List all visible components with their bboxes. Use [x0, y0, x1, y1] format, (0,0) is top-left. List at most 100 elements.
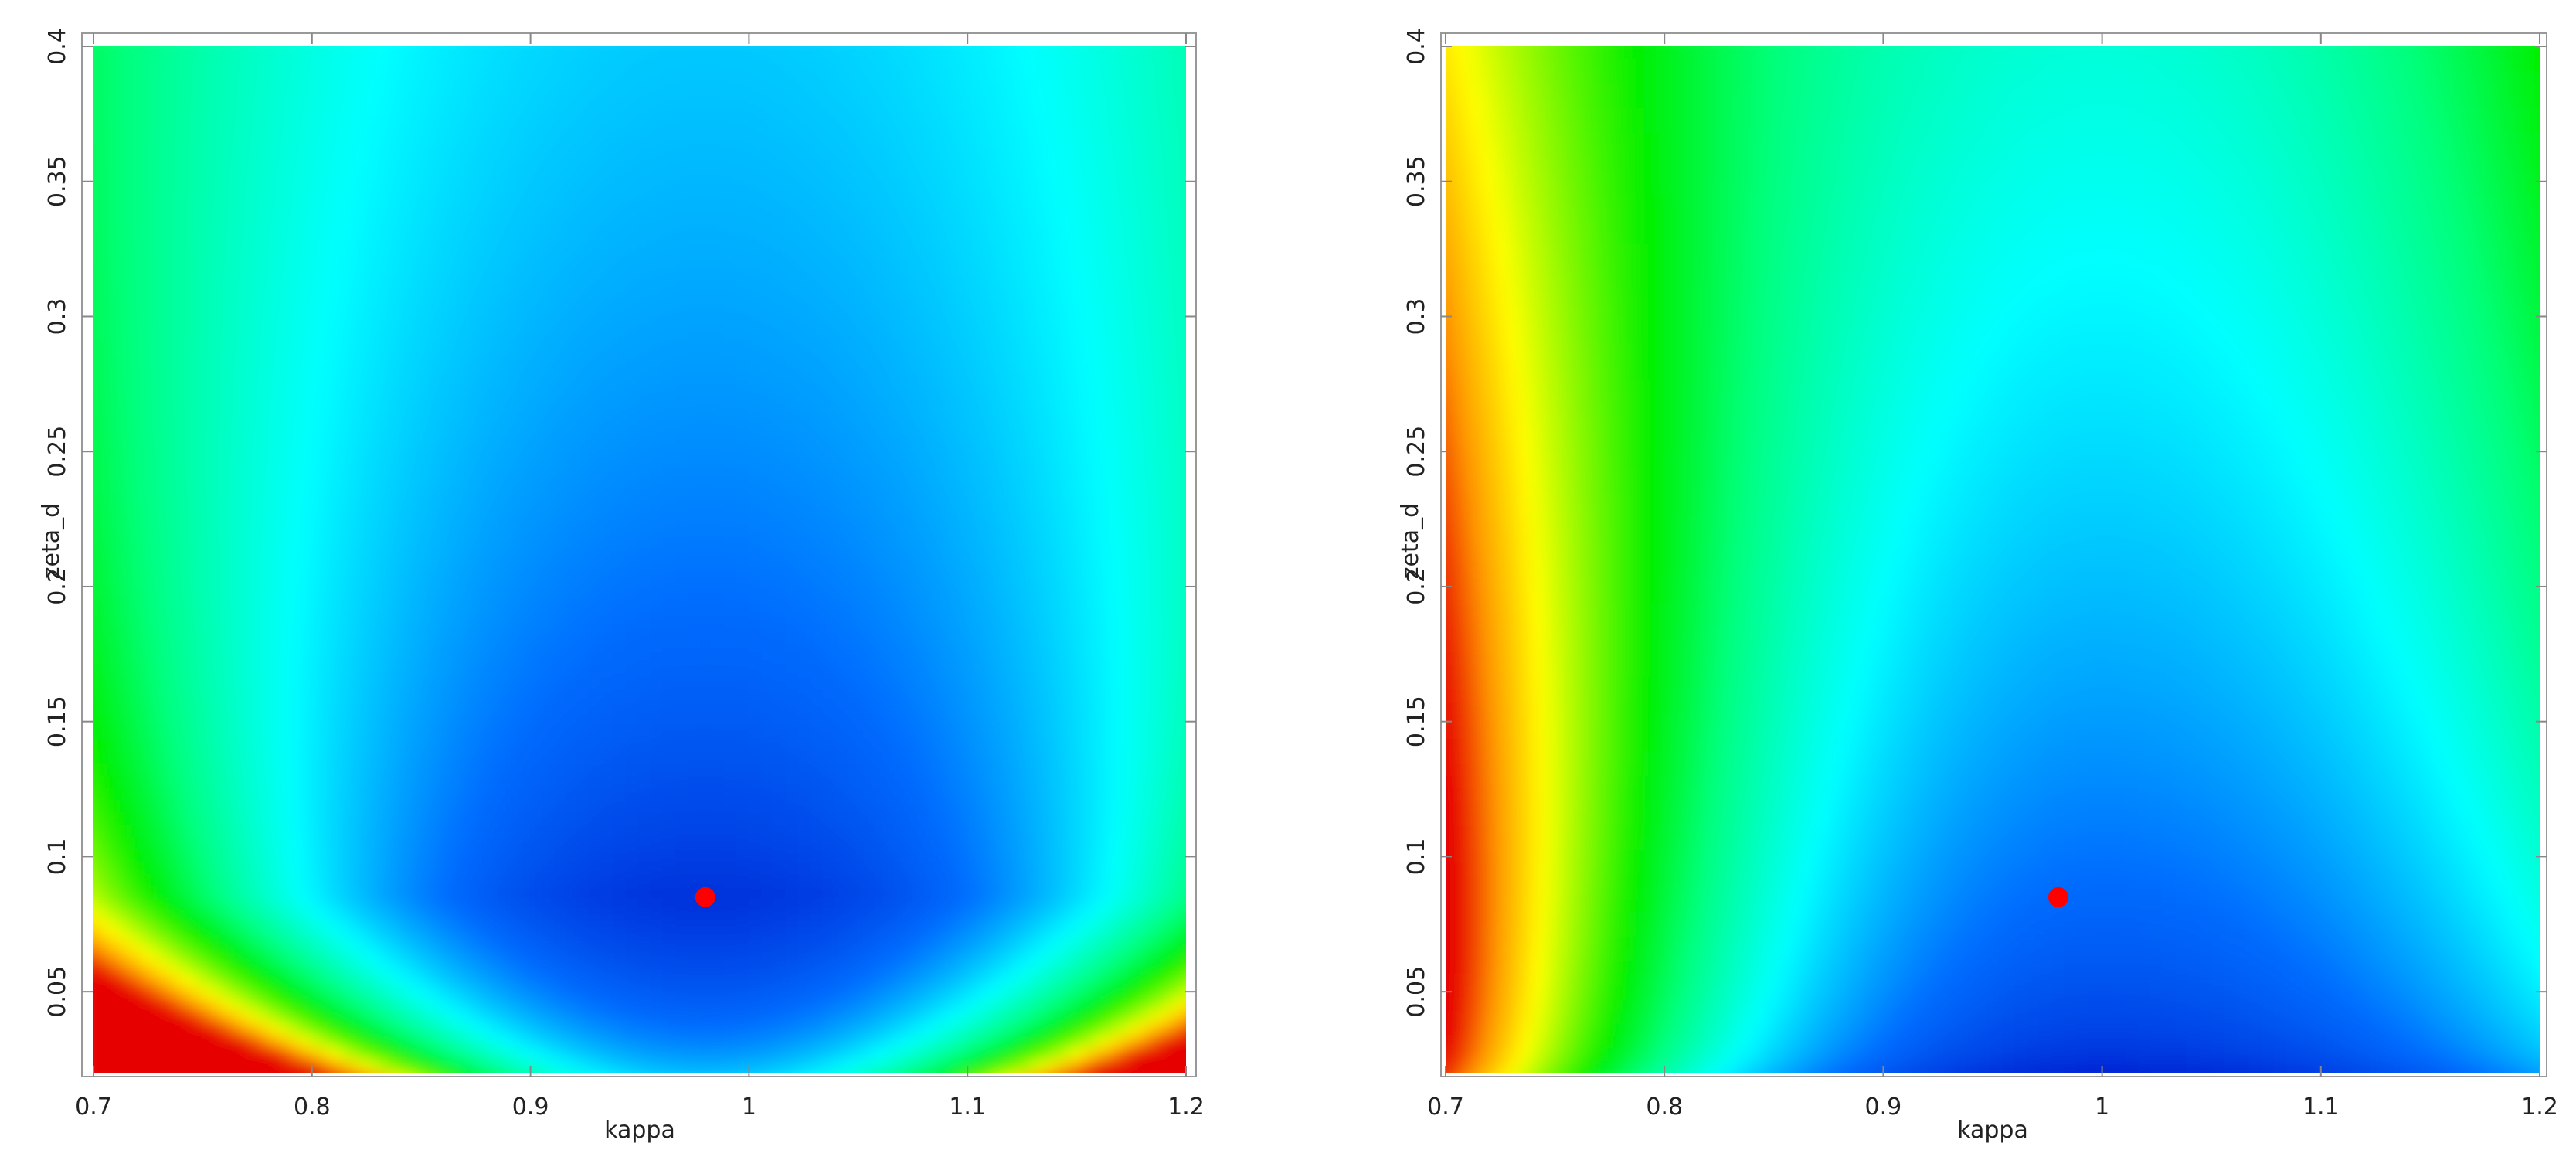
heatmap-cell	[539, 454, 552, 468]
heatmap-cell	[600, 714, 613, 727]
heatmap-cell	[489, 937, 502, 950]
heatmap-cell	[514, 207, 527, 220]
heatmap-cell	[514, 479, 527, 492]
heatmap-cell	[452, 529, 465, 542]
heatmap-cell	[539, 553, 552, 566]
heatmap-cell	[637, 83, 651, 97]
heatmap-cell	[452, 887, 465, 900]
heatmap-cell	[155, 603, 168, 616]
heatmap-cell	[279, 244, 292, 257]
heatmap-cell	[600, 516, 613, 529]
heatmap-cell	[464, 442, 477, 455]
heatmap-cell	[650, 961, 663, 975]
heatmap-cell	[724, 862, 737, 876]
heatmap-cell	[650, 219, 663, 233]
heatmap-cell	[514, 628, 527, 641]
heatmap-cell	[291, 714, 304, 727]
heatmap-cell	[427, 1011, 440, 1024]
heatmap-cell	[761, 566, 774, 579]
heatmap-cell	[736, 566, 749, 579]
heatmap-cell	[712, 417, 725, 430]
heatmap-cell	[650, 504, 663, 517]
heatmap-cell	[600, 813, 613, 826]
heatmap-cell	[93, 442, 94, 455]
heatmap-cell	[155, 46, 168, 60]
heatmap-cell	[551, 108, 564, 121]
heatmap-cell	[365, 677, 379, 690]
heatmap-cell	[93, 615, 107, 628]
heatmap-cell	[786, 380, 799, 393]
heatmap-cell	[242, 788, 255, 801]
heatmap-cell	[291, 974, 304, 987]
heatmap-cell	[267, 590, 280, 604]
heatmap-cell	[452, 850, 465, 863]
heatmap-cell	[736, 776, 749, 789]
heatmap-cell	[712, 145, 725, 158]
heatmap-cell	[390, 553, 403, 566]
heatmap-cell	[93, 430, 94, 443]
heatmap-cell	[563, 46, 576, 60]
heatmap-cell	[168, 318, 181, 332]
heatmap-cell	[316, 219, 329, 233]
heatmap-cell	[526, 59, 539, 72]
heatmap-cell	[786, 590, 799, 604]
heatmap-cell	[625, 492, 638, 505]
heatmap-cell	[736, 430, 749, 443]
heatmap-cell	[786, 677, 799, 690]
heatmap-cell	[464, 578, 477, 591]
heatmap-cell	[489, 356, 502, 369]
heatmap-cell	[93, 244, 94, 257]
heatmap-cell	[464, 739, 477, 752]
heatmap-cell	[576, 83, 589, 97]
heatmap-cell	[106, 541, 119, 554]
heatmap-cell	[452, 615, 465, 628]
heatmap-cell	[761, 838, 774, 851]
heatmap-cell	[576, 417, 589, 430]
heatmap-cell	[279, 405, 292, 418]
heatmap-cell	[106, 1073, 119, 1086]
heatmap-cell	[563, 541, 576, 554]
heatmap-cell	[452, 986, 465, 999]
heatmap-cell	[205, 516, 218, 529]
heatmap-cell	[143, 257, 156, 270]
heatmap-cell	[217, 219, 230, 233]
heatmap-cell	[217, 937, 230, 950]
heatmap-cell	[217, 1060, 230, 1073]
heatmap-cell	[699, 356, 712, 369]
heatmap-cell	[106, 269, 119, 282]
heatmap-cell	[489, 121, 502, 134]
heatmap-cell	[93, 331, 94, 344]
heatmap-cell	[341, 368, 354, 381]
heatmap-cell	[539, 566, 552, 579]
heatmap-cell	[489, 986, 502, 999]
heatmap-cell	[687, 257, 700, 270]
heatmap-cell	[761, 1036, 774, 1049]
heatmap-cell	[724, 949, 737, 962]
heatmap-cell	[724, 776, 737, 789]
heatmap-cell	[155, 900, 168, 913]
heatmap-cell	[687, 825, 700, 839]
heatmap-cell	[736, 393, 749, 406]
heatmap-cell	[712, 405, 725, 418]
heatmap-cell	[712, 1048, 725, 1061]
heatmap-cell	[192, 504, 206, 517]
heatmap-cell	[341, 108, 354, 121]
heatmap-cell	[291, 467, 304, 480]
heatmap-cell	[155, 170, 168, 183]
heatmap-cell	[143, 1023, 156, 1036]
heatmap-cell	[539, 121, 552, 134]
heatmap-cell	[205, 343, 218, 356]
heatmap-cell	[168, 46, 181, 47]
heatmap-cell	[625, 986, 638, 999]
heatmap-cell	[576, 751, 589, 764]
heatmap-cell	[131, 590, 144, 604]
heatmap-cell	[477, 961, 490, 975]
heatmap-cell	[675, 937, 688, 950]
heatmap-cell	[390, 986, 403, 999]
heatmap-cell	[563, 702, 576, 715]
heatmap-cell	[514, 219, 527, 233]
heatmap-cell	[563, 986, 576, 999]
heatmap-cell	[526, 1023, 539, 1036]
heatmap-cell	[563, 516, 576, 529]
heatmap-cell	[625, 764, 638, 777]
